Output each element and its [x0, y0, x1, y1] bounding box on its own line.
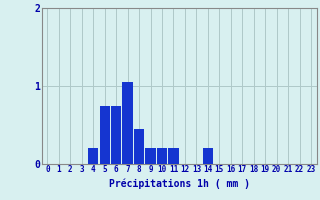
- Bar: [203, 148, 213, 164]
- Bar: [145, 148, 156, 164]
- Bar: [123, 82, 133, 164]
- Bar: [88, 148, 98, 164]
- Bar: [111, 106, 121, 164]
- Bar: [168, 148, 179, 164]
- Bar: [134, 129, 144, 164]
- Bar: [157, 148, 167, 164]
- Bar: [100, 106, 110, 164]
- X-axis label: Précipitations 1h ( mm ): Précipitations 1h ( mm ): [109, 179, 250, 189]
